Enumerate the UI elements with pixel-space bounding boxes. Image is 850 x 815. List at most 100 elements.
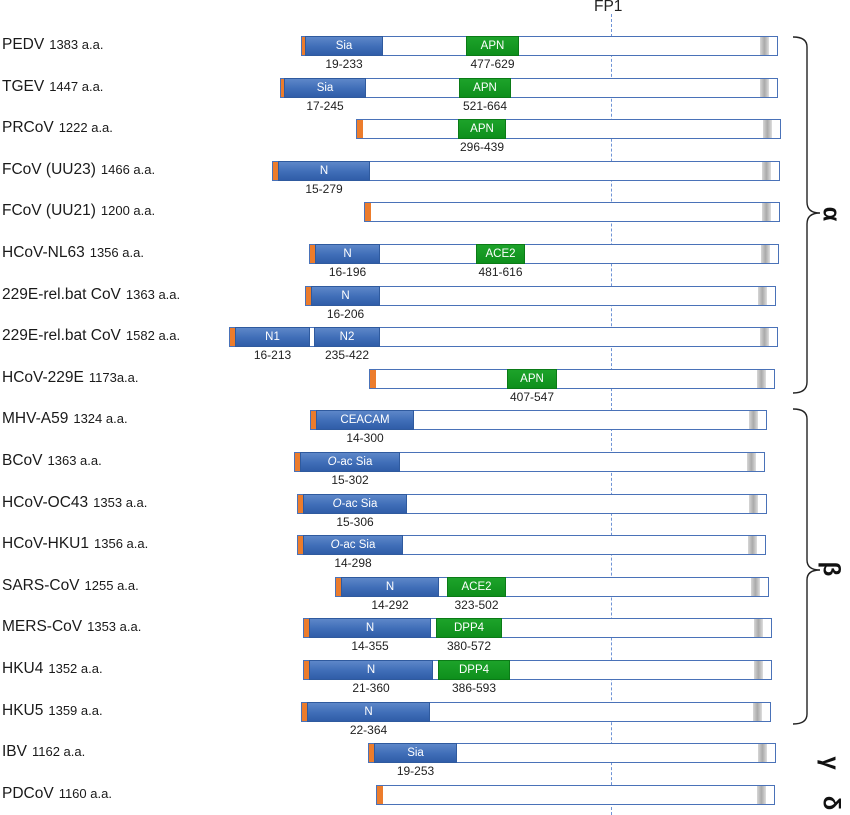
signal-peptide — [273, 161, 279, 180]
domain-range: 17-245 — [306, 98, 344, 113]
protein-label: HCoV-229E 1173a.a. — [2, 369, 139, 387]
domain-range: 22-364 — [349, 722, 388, 737]
receptor-binding-domain: DPP4 — [438, 660, 510, 680]
protein-name: FCoV (UU23) — [2, 160, 96, 178]
protein-length: 1160 a.a. — [58, 785, 112, 801]
domain-range: 15-302 — [331, 473, 369, 487]
signal-peptide — [230, 328, 236, 347]
signal-peptide — [310, 245, 316, 263]
receptor-binding-domain: N — [311, 285, 380, 306]
protein-name: HCoV-229E — [2, 368, 84, 386]
protein-name: HCoV-HKU1 — [2, 535, 89, 553]
protein-length: 1466 a.a. — [100, 161, 156, 177]
protein-row: PDCoV 1160 a.a. — [0, 784, 800, 808]
domain-range: 16-196 — [328, 265, 367, 279]
domain-range: 521-664 — [462, 98, 508, 113]
protein-row: HCoV-229E 1173a.a. APN 407-547 — [0, 368, 800, 404]
protein-name: PDCoV — [2, 784, 54, 802]
spike-protein-bar — [305, 285, 776, 306]
transmembrane-domain — [757, 369, 766, 388]
spike-protein-bar — [369, 368, 775, 389]
protein-row: HKU4 1352 a.a. N 21-360 DPP4 386-593 — [0, 659, 800, 695]
protein-name: FCoV (UU21) — [2, 202, 96, 220]
protein-name: TGEV — [2, 77, 45, 95]
protein-row: FCoV (UU23) 1466 a.a. N 15-279 — [0, 160, 800, 196]
o-acetyl-prefix: O — [330, 539, 340, 552]
signal-peptide — [304, 661, 310, 679]
transmembrane-domain — [762, 203, 771, 222]
protein-length: 1582 a.a. — [125, 328, 181, 344]
protein-label: PDCoV 1160 a.a. — [2, 785, 112, 803]
signal-peptide — [302, 702, 308, 721]
receptor-binding-domain: N1 — [235, 327, 310, 348]
protein-row: HCoV-NL63 1356 a.a. N 16-196 ACE2 481-616 — [0, 243, 800, 279]
protein-row: HCoV-OC43 1353 a.a. O -ac Sia 15-306 — [0, 493, 800, 529]
receptor-binding-domain: O -ac Sia — [300, 452, 400, 472]
domain-range: 21-360 — [352, 681, 390, 695]
receptor-binding-domain: O -ac Sia — [303, 493, 407, 514]
receptor-binding-domain: N — [341, 576, 439, 597]
transmembrane-domain — [760, 37, 769, 55]
protein-length: 1356 a.a. — [94, 536, 149, 552]
domain-range: 15-279 — [305, 181, 343, 196]
domain-range: 19-253 — [396, 764, 435, 779]
domain-range: 481-616 — [478, 265, 523, 279]
receptor-binding-domain: APN — [507, 368, 557, 389]
domain-range: 14-298 — [334, 556, 372, 571]
protein-row: FCoV (UU21) 1200 a.a. — [0, 201, 800, 225]
transmembrane-domain — [754, 661, 763, 679]
protein-label: PRCoV 1222 a.a. — [2, 119, 113, 137]
protein-name: HCoV-OC43 — [2, 493, 89, 511]
receptor-binding-domain: N — [309, 618, 431, 639]
transmembrane-domain — [758, 744, 767, 763]
signal-peptide — [295, 453, 301, 471]
protein-length: 1353 a.a. — [87, 619, 142, 635]
protein-name: BCoV — [2, 452, 43, 469]
o-acetyl-prefix: O — [327, 456, 337, 468]
protein-row: MHV-A59 1324 a.a. CEACAM 14-300 — [0, 409, 800, 445]
receptor-binding-domain: Sia — [374, 743, 457, 764]
protein-name: HKU4 — [2, 660, 44, 677]
receptor-binding-domain: N — [307, 701, 430, 722]
protein-row: MERS-CoV 1353 a.a. N 14-355 DPP4 380-572 — [0, 617, 800, 653]
protein-name: HCoV-NL63 — [2, 244, 85, 261]
fp1-label: FP1 — [594, 0, 623, 15]
receptor-binding-domain: DPP4 — [436, 618, 502, 639]
protein-label: BCoV 1363 a.a. — [2, 452, 102, 470]
domain-range: 407-547 — [509, 389, 555, 404]
spike-protein-bar — [310, 410, 767, 431]
signal-peptide — [298, 536, 304, 555]
protein-row: HCoV-HKU1 1356 a.a. O -ac Sia 14-298 — [0, 534, 800, 570]
o-acetyl-prefix: O — [332, 497, 342, 510]
transmembrane-domain — [762, 161, 771, 180]
protein-row: 229E-rel.bat CoV 1363 a.a. N 16-206 — [0, 285, 800, 321]
protein-row: PRCoV 1222 a.a. APN 296-439 — [0, 118, 800, 154]
domain-range: 14-292 — [371, 597, 409, 612]
spike-protein-bar — [297, 493, 767, 514]
transmembrane-domain — [760, 78, 769, 97]
transmembrane-domain — [760, 328, 769, 347]
protein-name: SARS-CoV — [2, 576, 80, 594]
signal-peptide — [357, 120, 363, 139]
protein-row: 229E-rel.bat CoV 1582 a.a. N1 16-213 N2 235-4… — [0, 326, 800, 362]
receptor-binding-domain: N2 — [314, 327, 380, 348]
receptor-binding-domain: CEACAM — [316, 410, 414, 431]
domain-range: 16-213 — [253, 348, 292, 363]
spike-protein-bar — [376, 784, 775, 805]
protein-length: 1162 a.a. — [31, 744, 86, 760]
protein-length: 1255 a.a. — [84, 577, 139, 593]
protein-label: HCoV-HKU1 1356 a.a. — [2, 535, 148, 553]
protein-label: HCoV-OC43 1353 a.a. — [2, 494, 147, 512]
signal-peptide — [369, 744, 375, 763]
protein-name: HKU5 — [2, 701, 44, 719]
beta-symbol: β — [817, 561, 845, 577]
alpha-bracket — [792, 36, 821, 394]
receptor-binding-domain: Sia — [284, 77, 366, 98]
domain-range: 477-629 — [470, 57, 515, 71]
domain-range: 386-593 — [451, 681, 497, 695]
receptor-binding-domain: ACE2 — [447, 576, 506, 597]
receptor-binding-domain: APN — [466, 36, 519, 56]
protein-row: TGEV 1447 a.a. Sia 17-245 APN 521-664 — [0, 77, 800, 113]
protein-length: 1200 a.a. — [100, 203, 156, 219]
protein-name: IBV — [2, 743, 27, 761]
